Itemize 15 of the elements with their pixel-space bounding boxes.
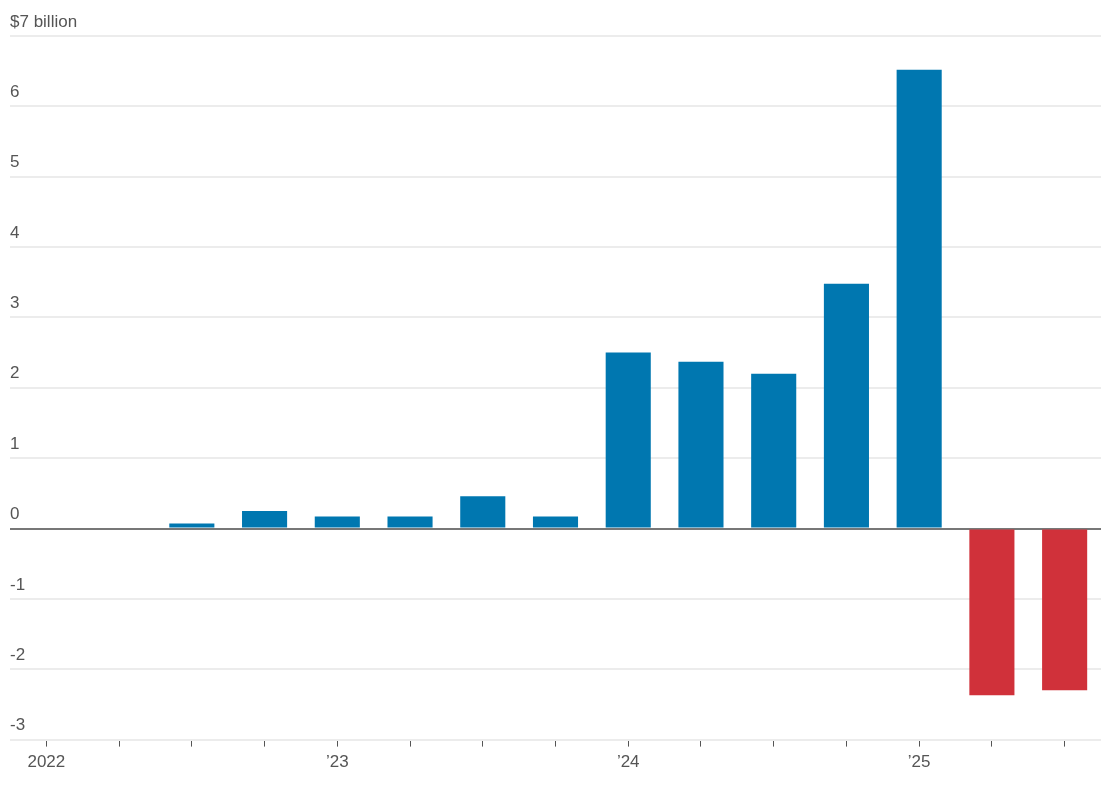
x-tick-label: ’24 xyxy=(616,752,640,772)
y-tick-label: -1 xyxy=(10,574,26,594)
y-tick-label: 4 xyxy=(10,222,20,242)
y-tick-label: -2 xyxy=(10,644,26,664)
x-tick-label: ’25 xyxy=(907,752,931,772)
y-tick-label: 0 xyxy=(10,504,20,524)
x-tick-label: 2022 xyxy=(27,752,66,772)
y-tick-label: 6 xyxy=(10,82,20,102)
y-tick-label: 1 xyxy=(10,433,20,453)
y-tick-label: $7 billion xyxy=(10,11,78,31)
x-tick-label: ’23 xyxy=(325,752,349,772)
y-tick-label: 3 xyxy=(10,293,20,313)
y-tick-label: -3 xyxy=(10,715,26,735)
y-tick-label: 2 xyxy=(10,363,20,383)
y-tick-label: 5 xyxy=(10,152,20,172)
